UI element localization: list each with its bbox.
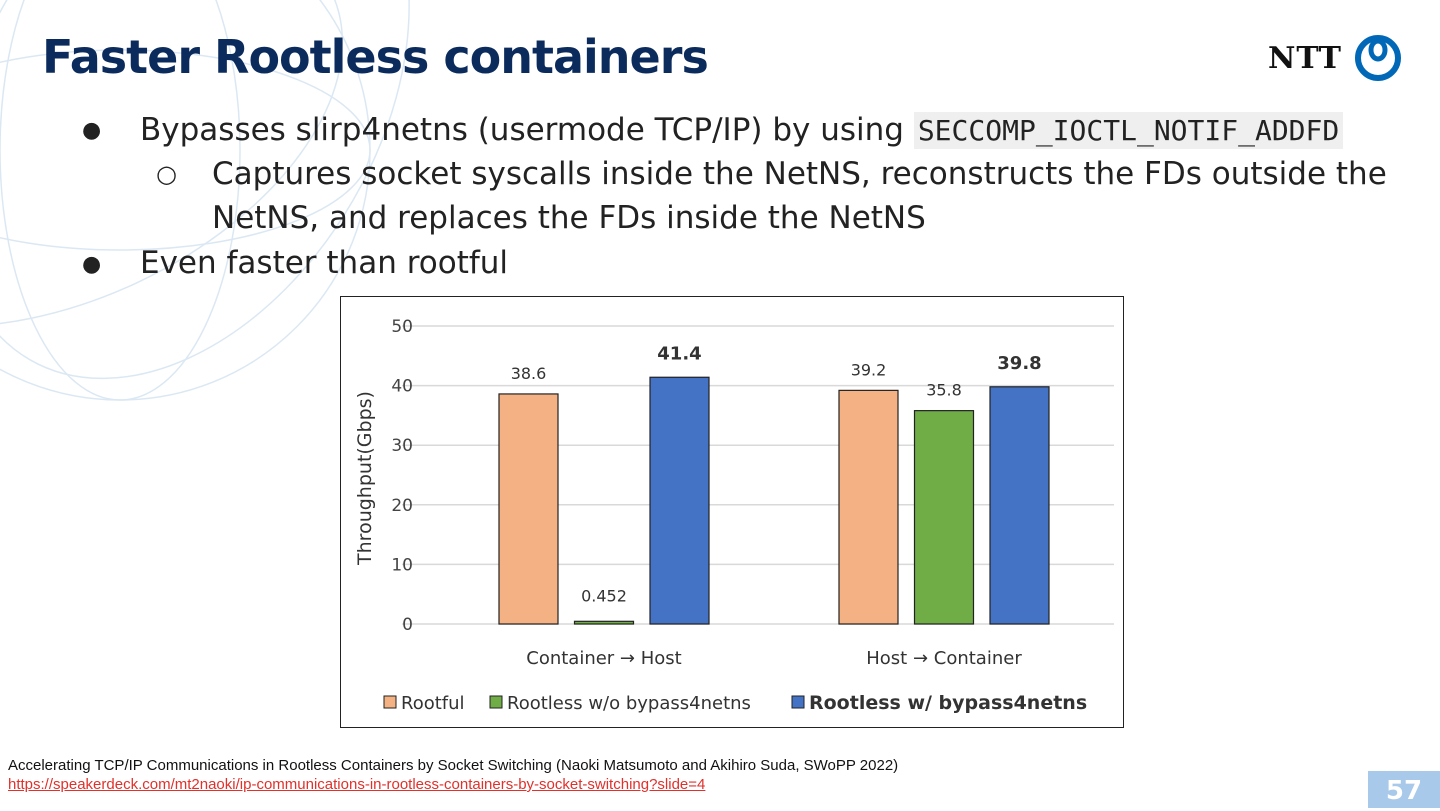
bullet-icon: ● — [82, 118, 102, 143]
bar — [988, 385, 1050, 625]
ntt-logo: NTT — [1268, 34, 1402, 82]
bar — [837, 389, 899, 625]
data-label: 35.8 — [926, 380, 962, 399]
sub-bullet-icon: ○ — [156, 160, 177, 188]
throughput-chart: 0 10 20 30 40 50 Container → Host 38.6 0.452 41.… — [340, 296, 1124, 728]
logo-text: NTT — [1268, 40, 1343, 76]
y-tick-label: 50 — [391, 317, 413, 337]
sub-bullet-line: NetNS, and replaces the FDs inside the N… — [212, 200, 926, 236]
x-category-label: Host → Container — [866, 648, 1022, 669]
legend-label: Rootless w/ bypass4netns — [809, 692, 1087, 714]
x-category-label: Container → Host — [526, 648, 681, 669]
citation-text: Accelerating TCP/IP Communications in Ro… — [8, 757, 899, 774]
y-tick-label: 40 — [391, 376, 413, 396]
bullet-item: Even faster than rootful — [140, 245, 509, 281]
legend-swatch — [791, 695, 804, 708]
legend-label: Rootful — [401, 693, 465, 714]
bullet-icon: ● — [82, 252, 102, 277]
footer-citation: Accelerating TCP/IP Communications in Ro… — [8, 757, 898, 793]
data-label: 39.8 — [997, 352, 1041, 373]
globe-decoration — [0, 0, 410, 401]
data-label: 39.2 — [850, 360, 886, 379]
code-snippet: SECCOMP_IOCTL_NOTIF_ADDFD — [913, 112, 1344, 149]
bullet-item: Bypasses slirp4netns (usermode TCP/IP) b… — [140, 112, 1344, 149]
y-axis-label: Throughput(Gbps) — [354, 391, 376, 566]
bullet-text: Bypasses slirp4netns (usermode TCP/IP) b… — [140, 112, 914, 148]
data-label: 38.6 — [510, 363, 546, 382]
y-tick-label: 30 — [391, 436, 413, 456]
bar — [573, 620, 634, 625]
data-label: 0.452 — [581, 586, 627, 605]
chart-svg: 0 10 20 30 40 50 Container → Host 38.6 0.452 41.… — [354, 317, 1114, 714]
legend-label: Rootless w/o bypass4netns — [507, 693, 751, 714]
page-number: 57 — [1368, 771, 1440, 808]
slide-title: Faster Rootless containers — [42, 30, 709, 84]
legend-swatch — [383, 695, 396, 708]
data-label: 41.4 — [657, 343, 701, 364]
ntt-logo-icon — [1355, 35, 1402, 81]
y-tick-label: 20 — [391, 495, 413, 515]
bar — [648, 376, 710, 625]
legend-swatch — [489, 695, 502, 708]
bar — [497, 392, 559, 625]
bar — [913, 409, 974, 625]
y-tick-label: 0 — [402, 615, 413, 635]
citation-link[interactable]: https://speakerdeck.com/mt2naoki/ip-comm… — [8, 776, 706, 793]
sub-bullet-line: Captures socket syscalls inside the NetN… — [212, 156, 1387, 192]
y-tick-label: 10 — [391, 555, 413, 575]
